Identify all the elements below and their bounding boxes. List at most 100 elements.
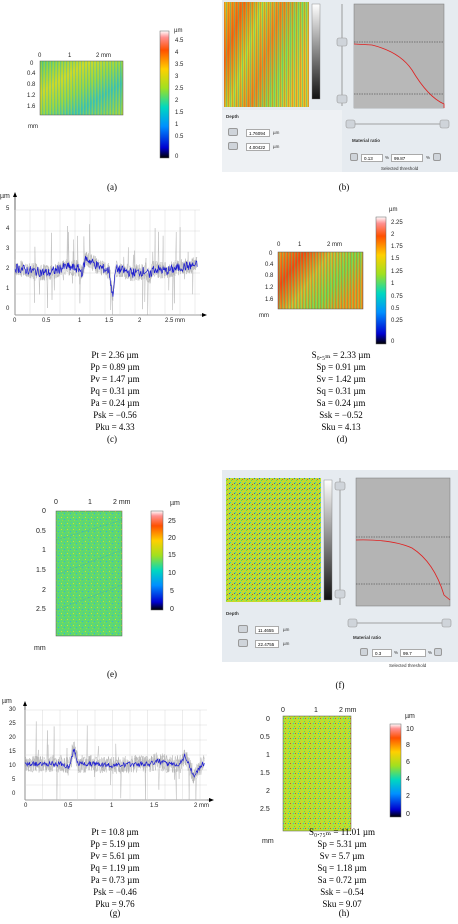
panel-g-y-unit: µm [2, 698, 12, 705]
panel-d-colorbar-tick: 1.5 [391, 256, 400, 262]
panel-c-x-tick: 2 [138, 318, 142, 324]
panel-g-profile-chart [23, 701, 214, 802]
panel-b-ratio-handle-right [433, 153, 441, 161]
panel-a-label: (a) [107, 182, 117, 192]
profile-main-line [14, 255, 198, 297]
panel-c-param: Pt = 2.36 µm [91, 350, 139, 360]
panel-c-x-tick: 0.5 [42, 318, 51, 324]
panel-e-x-tick: 1 [88, 499, 92, 506]
panel-h-colorbar-tick: 10 [406, 726, 414, 733]
panel-a-y-tick: 1.2 [27, 93, 36, 99]
panel-d-y-tick: 0.8 [265, 273, 274, 279]
panel-h-param: Ssk = −0.54 [320, 887, 364, 897]
panel-c-x-tick: 1 [78, 318, 82, 324]
panel-d-colorbar-tick: 0.75 [391, 294, 403, 300]
panel-e-map [55, 510, 164, 637]
panel-d-colorbar-tick: 0 [391, 339, 395, 345]
panel-h-x-tick: 1 [314, 707, 318, 714]
panel-c-y-tick: 5 [6, 206, 10, 212]
panel-h-colorbar-unit: µm [405, 713, 415, 720]
panel-a-y-tick: 0 [30, 61, 34, 67]
panel-b-depth-value-bottom: 4.00422 [246, 143, 270, 151]
panel-e-colorbar-tick: 5 [170, 588, 174, 595]
panel-b-screenshot [222, 0, 458, 172]
panel-g-x-tick: 0.5 [64, 803, 73, 809]
panel-d-param: Ssk = −0.52 [319, 410, 363, 420]
panel-h-y-unit: mm [262, 838, 274, 845]
panel-g-y-tick: 5 [12, 777, 16, 783]
panel-b-ratio-label: Material ratio [352, 138, 381, 143]
panel-f-depth-label: Depth [226, 611, 239, 616]
panel-c-param: Pku = 4.33 [95, 422, 135, 432]
panel-c-label: (c) [107, 434, 117, 444]
panel-e-label: (e) [107, 669, 117, 679]
panel-d-y-tick: 1.2 [265, 285, 274, 291]
panel-f-ratio-handle-left [360, 648, 368, 656]
panel-d-param: Sp = 0.91 µm [316, 362, 366, 372]
panel-h-colorbar-tick: 2 [406, 793, 410, 800]
panel-h-label: (h) [338, 908, 350, 918]
panel-d-x-tick: 1 [298, 242, 302, 248]
panel-c-parameters: Pt = 2.36 µm Pp = 0.89 µm Pv = 1.47 µm P… [40, 349, 190, 433]
panel-b-depth-handle-top [228, 128, 238, 136]
panel-e-y-tick: 1 [42, 547, 46, 554]
panel-g-param: Pa = 0.73 µm [90, 875, 140, 885]
panel-h-param: Sq = 1.18 µm [317, 863, 367, 873]
panel-g-param: Pt = 10.8 µm [91, 827, 139, 837]
panel-a-colorbar-tick: 4.5 [175, 38, 184, 44]
panel-a-colorbar-tick: 0.5 [175, 134, 184, 140]
panel-a-colorbar-tick: 2.5 [175, 86, 184, 92]
panel-a-colorbar-tick: 3.5 [175, 62, 184, 68]
panel-b-ratio-unit: % [426, 155, 431, 160]
panel-g-y-tick: 20 [9, 735, 16, 741]
panel-b-label: (b) [338, 182, 350, 192]
profile-grey-line [24, 721, 205, 801]
panel-d-param: Sku = 4.13 [321, 422, 361, 432]
panel-h-x-tick: 0 [281, 707, 285, 714]
panel-a-colorbar-tick: 2 [175, 98, 179, 104]
panel-e-y-tick: 2.5 [36, 606, 46, 613]
panel-e-x-tick: 2 mm [113, 499, 131, 506]
panel-h-param: Sv = 5.7 µm [319, 851, 365, 861]
panel-h-y-tick: 0 [266, 716, 270, 723]
panel-g-param: Pp = 5.19 µm [90, 839, 140, 849]
panel-c-x-tick: 2.5 mm [165, 318, 186, 324]
panel-a-y-tick: 1.6 [27, 104, 36, 110]
panel-g-y-tick: 0 [12, 791, 16, 797]
panel-a-colorbar-unit: µm [174, 28, 183, 34]
panel-h-y-tick: 2.5 [260, 806, 270, 813]
panel-f-ratio-unit: % [394, 650, 399, 655]
panel-a-colorbar-tick: 0 [175, 154, 179, 160]
panel-g-y-tick: 30 [9, 707, 16, 713]
panel-d-colorbar-unit: µm [389, 207, 398, 213]
panel-f-ratio-handle-right [434, 648, 442, 656]
panel-f-screenshot [222, 470, 458, 662]
panel-c-y-tick: 3 [6, 246, 10, 252]
panel-g-x-tick: 1 [110, 803, 114, 809]
panel-e-colorbar-tick: 15 [168, 552, 176, 559]
panel-d-map [277, 216, 387, 345]
panel-h-y-tick: 0.5 [260, 734, 270, 741]
panel-d-colorbar-tick: 0.25 [391, 318, 403, 324]
panel-f-depth-value-bottom: 22.4755 [255, 640, 279, 648]
panel-b-depth-unit: µm [273, 130, 280, 135]
panel-b-ratio-unit: % [385, 155, 390, 160]
panel-d-y-unit: mm [259, 313, 269, 319]
panel-c-y-tick: 0 [6, 306, 10, 312]
panel-c-y-unit: µm [0, 193, 10, 200]
panel-h-y-tick: 1 [266, 752, 270, 759]
panel-d-colorbar-tick: 1.75 [391, 244, 403, 250]
panel-g-label: (g) [109, 908, 121, 918]
panel-g-param: Psk = −0.46 [93, 887, 137, 897]
panel-f-ratio-label: Material ratio [353, 635, 382, 640]
panel-d-x-tick: 2 mm [327, 242, 342, 248]
panel-h-y-tick: 1.5 [260, 770, 270, 777]
panel-d-param: S₀.₅ₘ = 2.33 µm [311, 350, 371, 360]
panel-b-threshold-label: Selected threshold [381, 166, 419, 171]
panel-h-colorbar-tick: 4 [406, 776, 410, 783]
panel-c-y-tick: 1 [6, 286, 10, 292]
panel-b-depth-value-top: 1.76094 [246, 129, 270, 137]
panel-f-ratio-value-left: 0.3 [372, 649, 392, 657]
panel-a-x-tick: 2 mm [96, 53, 111, 59]
panel-a-colorbar-tick: 1.5 [175, 110, 184, 116]
